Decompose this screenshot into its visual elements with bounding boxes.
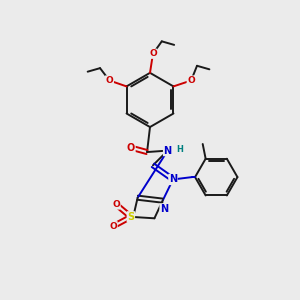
Text: O: O <box>112 200 120 209</box>
Text: N: N <box>160 204 168 214</box>
Text: N: N <box>169 174 177 184</box>
Text: O: O <box>106 76 113 85</box>
Text: O: O <box>187 76 195 85</box>
Text: H: H <box>176 145 183 154</box>
Text: S: S <box>127 212 134 222</box>
Text: O: O <box>149 49 157 58</box>
Text: O: O <box>127 142 135 153</box>
Text: O: O <box>109 222 117 231</box>
Text: N: N <box>164 146 172 156</box>
